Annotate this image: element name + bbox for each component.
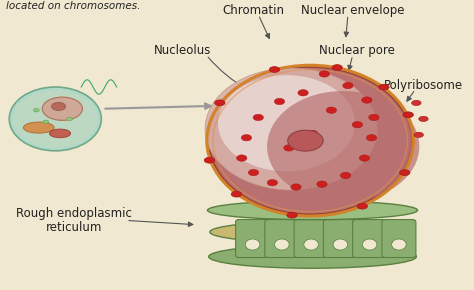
Ellipse shape [419, 116, 428, 122]
Ellipse shape [253, 114, 264, 121]
Ellipse shape [204, 157, 215, 163]
Ellipse shape [288, 130, 323, 151]
Ellipse shape [411, 100, 421, 106]
Ellipse shape [414, 132, 423, 137]
Ellipse shape [52, 102, 66, 110]
Text: located on chromosomes.: located on chromosomes. [6, 1, 140, 11]
Ellipse shape [304, 239, 319, 250]
Ellipse shape [34, 108, 39, 112]
Text: Nucleolus: Nucleolus [154, 44, 211, 57]
Ellipse shape [366, 135, 377, 141]
Ellipse shape [9, 87, 101, 151]
Ellipse shape [23, 122, 54, 133]
Ellipse shape [246, 239, 260, 250]
Ellipse shape [241, 135, 252, 141]
Ellipse shape [379, 84, 389, 90]
Ellipse shape [307, 130, 318, 137]
Ellipse shape [274, 239, 289, 250]
Text: Chromatin: Chromatin [222, 4, 284, 17]
Ellipse shape [362, 97, 372, 103]
FancyBboxPatch shape [382, 220, 416, 258]
Ellipse shape [209, 245, 416, 268]
FancyBboxPatch shape [323, 220, 357, 258]
Ellipse shape [209, 67, 411, 215]
Ellipse shape [67, 117, 72, 121]
Ellipse shape [218, 75, 355, 171]
Ellipse shape [274, 98, 285, 105]
Ellipse shape [317, 181, 327, 187]
Ellipse shape [359, 155, 370, 161]
Ellipse shape [369, 114, 379, 121]
Ellipse shape [210, 221, 415, 243]
Ellipse shape [403, 112, 413, 118]
Ellipse shape [319, 71, 329, 77]
Ellipse shape [287, 212, 297, 218]
Ellipse shape [269, 67, 280, 72]
FancyBboxPatch shape [353, 220, 387, 258]
Ellipse shape [392, 239, 406, 250]
Ellipse shape [231, 191, 242, 197]
Ellipse shape [326, 107, 337, 113]
Ellipse shape [267, 91, 419, 202]
Ellipse shape [343, 82, 353, 89]
Ellipse shape [298, 90, 308, 96]
Text: reticulum: reticulum [46, 221, 102, 234]
Ellipse shape [340, 172, 351, 179]
Ellipse shape [333, 239, 347, 250]
Ellipse shape [248, 169, 259, 176]
Ellipse shape [237, 155, 247, 161]
Text: Nuclear envelope: Nuclear envelope [301, 4, 404, 17]
Ellipse shape [43, 120, 49, 124]
Text: Rough endoplasmic: Rough endoplasmic [16, 207, 132, 220]
Ellipse shape [291, 184, 301, 190]
Ellipse shape [205, 68, 378, 190]
Ellipse shape [362, 239, 377, 250]
Ellipse shape [215, 100, 225, 106]
Ellipse shape [13, 90, 98, 148]
Ellipse shape [49, 129, 71, 138]
Ellipse shape [357, 203, 367, 209]
Text: Nuclear pore: Nuclear pore [319, 44, 395, 57]
Ellipse shape [284, 145, 294, 151]
Text: Polyribosome: Polyribosome [384, 79, 463, 92]
FancyBboxPatch shape [294, 220, 328, 258]
FancyBboxPatch shape [236, 220, 270, 258]
Ellipse shape [267, 180, 278, 186]
Ellipse shape [400, 170, 410, 175]
Ellipse shape [208, 201, 418, 220]
Ellipse shape [42, 97, 82, 120]
Ellipse shape [352, 122, 363, 128]
FancyBboxPatch shape [265, 220, 299, 258]
Ellipse shape [332, 65, 342, 70]
